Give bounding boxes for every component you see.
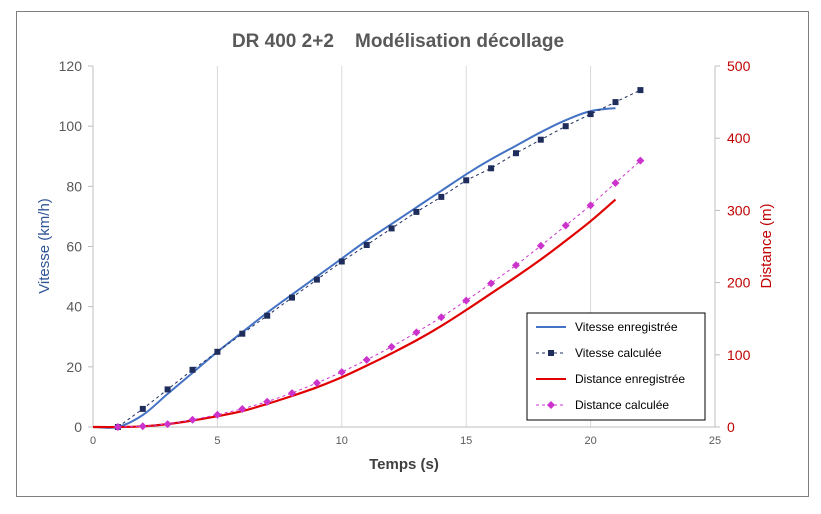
ticks: 0 5 10 15 20 25 0 20 40 60 80 100 120 0 100 200 300 400 50… [59, 58, 751, 447]
marker-layer [113, 87, 645, 431]
data-point-distance-calculee [536, 241, 545, 250]
data-point-vitesse-calculee [562, 123, 569, 130]
y-left-tick-label: 0 [74, 419, 82, 435]
y-left-tick-label: 80 [66, 178, 82, 194]
legend-marker-3 [547, 401, 555, 409]
data-point-distance-calculee [412, 328, 421, 337]
data-point-distance-calculee [487, 279, 496, 288]
y-left-tick-label: 40 [66, 299, 82, 315]
y-left-tick-label: 60 [66, 239, 82, 255]
y-left-tick-label: 100 [59, 118, 83, 134]
data-point-vitesse-calculee [189, 366, 196, 373]
data-point-distance-calculee [263, 397, 272, 406]
x-axis-label: Temps (s) [369, 456, 439, 473]
data-point-vitesse-calculee [164, 386, 171, 393]
data-point-vitesse-calculee [537, 136, 544, 143]
data-point-vitesse-calculee [463, 177, 470, 184]
y-axis-label-right: Distance (m) [758, 203, 775, 288]
y-axis-label-left: Vitesse (km/h) [36, 198, 53, 294]
data-point-vitesse-calculee [214, 348, 221, 355]
data-point-distance-calculee [387, 342, 396, 351]
data-point-distance-calculee [213, 410, 222, 419]
data-point-distance-calculee [611, 178, 620, 187]
data-point-distance-calculee [511, 261, 520, 270]
legend-marker-1 [548, 350, 554, 356]
data-point-vitesse-calculee [264, 312, 271, 319]
data-point-distance-calculee [138, 422, 147, 431]
data-point-vitesse-calculee [239, 330, 246, 337]
data-point-vitesse-calculee [612, 99, 619, 106]
legend-label-2: Distance enregistrée [575, 372, 685, 386]
data-point-vitesse-calculee [338, 258, 345, 265]
data-point-distance-calculee [462, 296, 471, 305]
data-point-vitesse-calculee [637, 87, 644, 94]
data-point-distance-calculee [437, 313, 446, 322]
data-point-distance-calculee [288, 389, 297, 398]
data-point-vitesse-calculee [388, 225, 395, 232]
x-tick-label: 0 [90, 435, 96, 447]
data-point-distance-calculee [188, 415, 197, 424]
data-point-vitesse-calculee [438, 193, 445, 200]
x-tick-label: 15 [460, 435, 472, 447]
data-point-distance-calculee [586, 201, 595, 210]
legend: Vitesse enregistrée Vitesse calculée Dista… [526, 312, 706, 421]
data-point-distance-calculee [163, 420, 172, 429]
x-tick-label: 10 [336, 435, 348, 447]
series-line-1 [117, 89, 641, 428]
legend-label-1: Vitesse calculée [575, 346, 662, 360]
data-point-vitesse-calculee [289, 294, 295, 301]
y-right-tick-label: 100 [727, 347, 751, 363]
data-point-distance-calculee [238, 404, 247, 413]
legend-label-3: Distance calculée [575, 398, 669, 412]
data-point-vitesse-calculee [313, 276, 320, 283]
data-point-vitesse-calculee [413, 208, 420, 215]
data-point-vitesse-calculee [139, 405, 146, 412]
y-right-tick-label: 300 [727, 202, 751, 218]
data-point-vitesse-calculee [513, 150, 519, 157]
x-tick-label: 5 [214, 435, 220, 447]
data-point-distance-calculee [561, 221, 570, 230]
y-right-tick-label: 200 [727, 275, 751, 291]
legend-label-0: Vitesse enregistrée [575, 320, 678, 334]
chart-title: DR 400 2+2 Modélisation décollage [232, 31, 564, 52]
y-left-tick-label: 120 [59, 58, 83, 74]
data-point-distance-calculee [362, 355, 371, 364]
x-tick-label: 25 [709, 435, 721, 447]
y-right-tick-label: 400 [727, 130, 751, 146]
data-point-distance-calculee [636, 156, 645, 165]
data-point-distance-calculee [312, 378, 321, 387]
data-point-vitesse-calculee [363, 242, 370, 248]
series-layer [93, 89, 641, 429]
y-right-tick-label: 500 [727, 58, 751, 74]
y-right-tick-label: 0 [727, 419, 735, 435]
data-point-distance-calculee [113, 423, 122, 431]
data-point-vitesse-calculee [587, 111, 594, 118]
y-left-tick-label: 20 [66, 359, 82, 375]
x-tick-label: 20 [584, 435, 596, 447]
data-point-vitesse-calculee [488, 165, 495, 172]
series-line-0 [93, 107, 616, 429]
data-point-distance-calculee [337, 368, 346, 377]
legend-box [526, 312, 706, 421]
